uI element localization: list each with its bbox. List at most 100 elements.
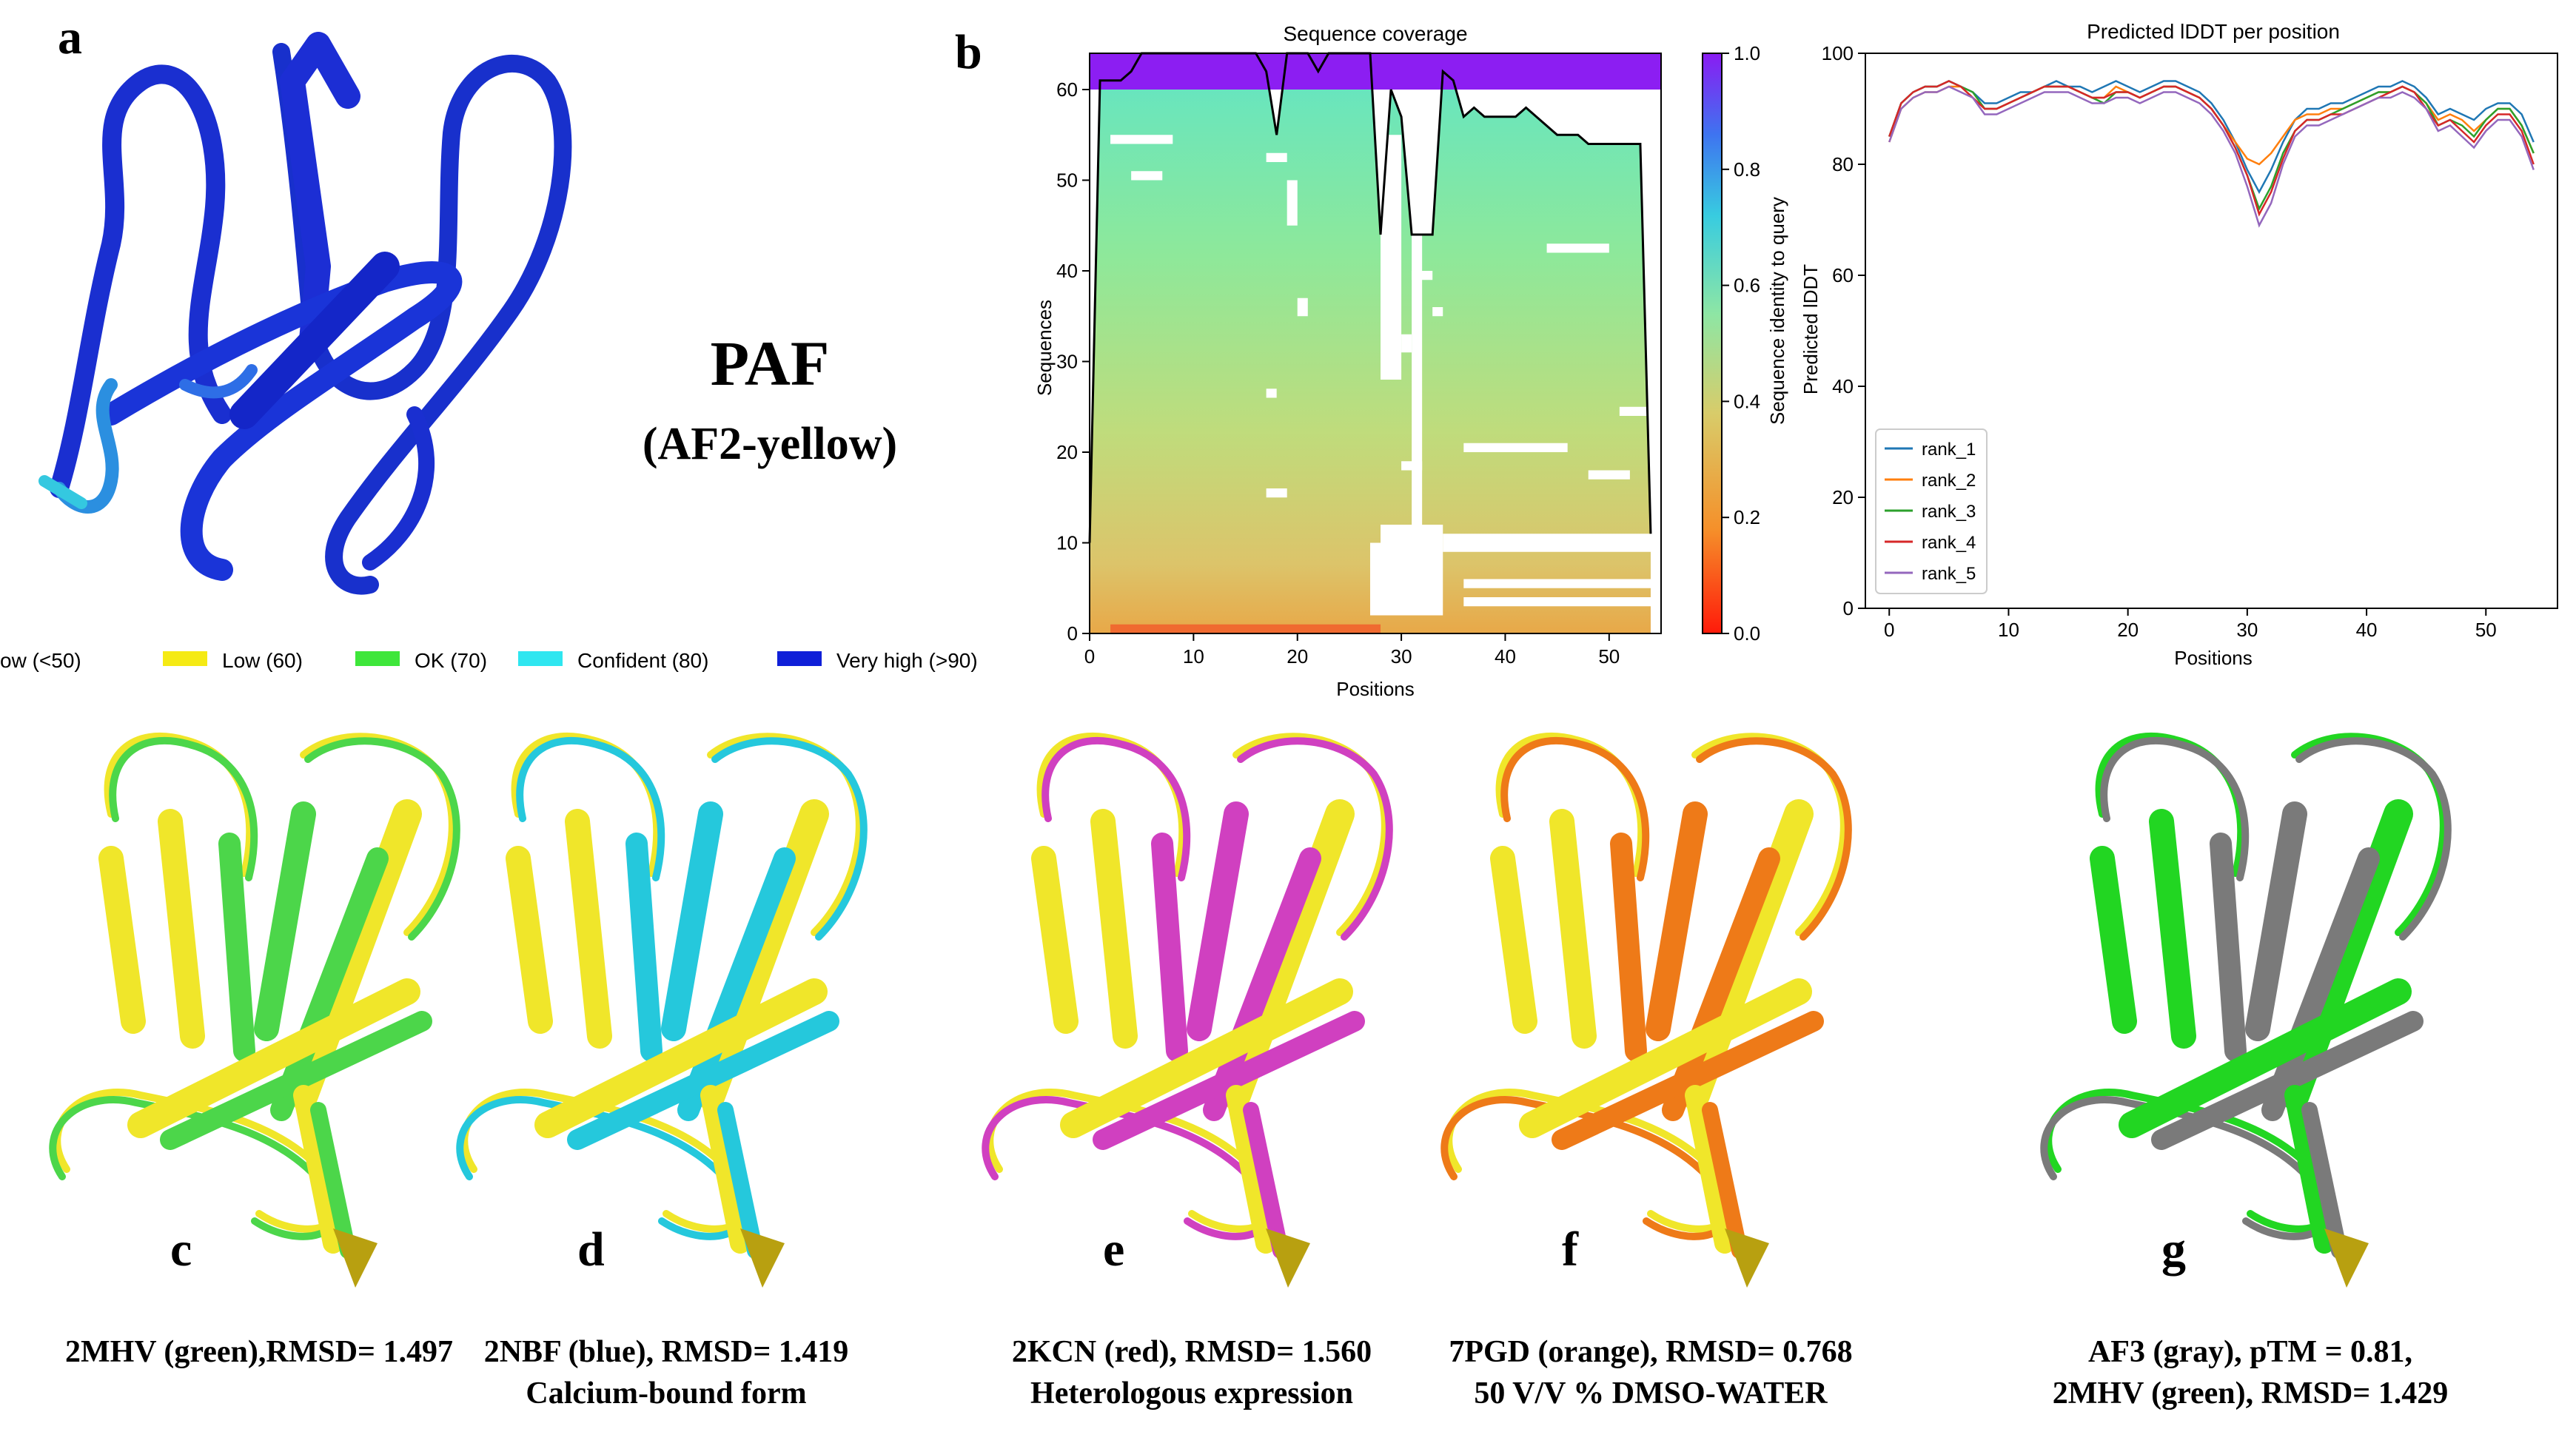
panel-letter-e: e: [1103, 1223, 1124, 1277]
coverage-title: Sequence coverage: [1283, 22, 1467, 45]
legend-label-2: OK (70): [415, 649, 487, 672]
panel-letter-a: a: [58, 10, 82, 64]
strand-2: [218, 833, 255, 1062]
strand-3: [1646, 801, 1708, 1041]
caption-line2-g: 2MHV (green), RMSD= 1.429: [2053, 1376, 2448, 1410]
colorbar-tick-label: 0.6: [1734, 275, 1760, 297]
lddt-legend-label-rank_4: rank_4: [1922, 533, 1976, 553]
strand-2: [1610, 833, 1647, 1062]
coverage-gap-17: [1297, 297, 1308, 317]
colorbar-tick-label: 0.0: [1734, 622, 1760, 645]
loop-overlay-2: [304, 737, 460, 941]
strand-5: [1203, 847, 1321, 1121]
strand-1: [2149, 809, 2196, 1049]
strand-7: [1552, 1011, 1824, 1150]
structure-ribbon-g: [2040, 733, 2452, 1288]
lddt-plot: 0 10 20 30 40 50 0 20 40 60 80 100 rank_1 rank_2 rank_…: [1822, 42, 2558, 641]
structure-e: e 2KCN (red), RMSD= 1.560 Heterologous exp…: [982, 733, 1393, 1410]
strand-7: [567, 1011, 839, 1150]
strand-8: [2284, 1085, 2335, 1254]
coverage-top-band: [1090, 53, 1661, 90]
coverage-ytick-label: 40: [1056, 260, 1078, 282]
strand-8: [293, 1085, 343, 1254]
colorbar-tick-label: 0.2: [1734, 506, 1760, 528]
strand-0: [98, 846, 146, 1034]
legend-swatch-1: [163, 651, 207, 666]
panel-letter-d: d: [577, 1223, 605, 1277]
coverage-xtick-label: 0: [1084, 645, 1095, 668]
plddt-legend: ow (<50) Low (60) OK (70) Confident (80) Ver…: [0, 649, 978, 672]
coverage-ytick-label: 50: [1056, 169, 1078, 192]
coverage-ytick-label: 30: [1056, 351, 1078, 373]
caption-line1-d: 2NBF (blue), RMSD= 1.419: [484, 1335, 849, 1369]
coverage-gap-12: [1443, 534, 1661, 552]
strand-6: [1060, 978, 1353, 1138]
coverage-gap-5: [1412, 135, 1423, 543]
strand-5: [1662, 847, 1780, 1121]
strand-0: [1031, 846, 1079, 1034]
panel-letter-c: c: [170, 1223, 192, 1277]
coverage-gap-1: [1131, 171, 1163, 181]
lddt-series-rank_2: [1888, 85, 2535, 166]
caption-line2-d: Calcium-bound form: [526, 1376, 806, 1410]
coverage-ylabel: Sequences: [1033, 300, 1056, 396]
structure-d: d 2NBF (blue), RMSD= 1.419 Calcium-bound f…: [456, 733, 868, 1410]
lddt-legend-box: [1875, 428, 1988, 594]
loop-overlay-2: [2295, 737, 2452, 941]
lddt-series-rank_5: [1888, 85, 2535, 228]
colorbar-label: Sequence identity to query: [1766, 197, 1788, 425]
legend-label-1: Low (60): [222, 649, 303, 672]
coverage-gap-3: [1287, 180, 1298, 226]
coverage-colorbar: 0.0 0.2 0.4 0.6 0.8 1.0: [1702, 42, 1760, 645]
strand-8: [700, 1085, 751, 1254]
strand-6: [127, 978, 420, 1138]
coverage-xtick-label: 50: [1598, 645, 1620, 668]
structure-c: c 2MHV (green),RMSD= 1.497: [49, 733, 460, 1369]
sequence-coverage-chart: Sequence coverage 0 10 20 30 40 50 0 10 20 30 40 50…: [1033, 22, 1788, 700]
strand-3: [1187, 801, 1249, 1041]
loop-overlay-2: [711, 737, 868, 941]
coverage-xlabel: Positions: [1336, 678, 1415, 700]
coverage-xtick-label: 10: [1183, 645, 1204, 668]
legend-swatch-2: [355, 651, 400, 666]
loop-overlay: [109, 737, 258, 881]
lddt-series-rank_4: [1888, 80, 2535, 217]
strand-0: [1490, 846, 1537, 1034]
strand-9: [1702, 1102, 1748, 1259]
lddt-xtick-label: 0: [1884, 619, 1894, 641]
coverage-gap-10: [1619, 406, 1661, 416]
lddt-ylabel: Predicted lDDT: [1799, 264, 1822, 394]
coverage-xtick-label: 40: [1495, 645, 1516, 668]
coverage-ytick-label: 10: [1056, 532, 1078, 554]
terminal-arrowhead: [333, 1228, 378, 1288]
lddt-xtick-label: 20: [2117, 619, 2139, 641]
strand-9: [2301, 1102, 2347, 1259]
coverage-query-row: [1110, 624, 1381, 633]
coverage-ytick-label: 60: [1056, 78, 1078, 101]
structure-ribbon-d: [456, 733, 868, 1288]
coverage-gap-9: [1588, 470, 1630, 480]
strand-2: [2210, 833, 2247, 1062]
loop-overlay: [2100, 737, 2250, 881]
lddt-xlabel: Positions: [2174, 647, 2253, 669]
lddt-chart: Predicted lDDT per position 0 10 20 30 40 500…: [1799, 20, 2558, 669]
strand-7: [2151, 1011, 2424, 1150]
lddt-xtick-label: 30: [2236, 619, 2258, 641]
legend-label-0: ow (<50): [0, 649, 81, 672]
coverage-frame: [1089, 53, 1662, 634]
caption-line1-g: AF3 (gray), pTM = 0.81,: [2088, 1335, 2412, 1369]
strand-5: [677, 847, 796, 1121]
coverage-xtick-label: 30: [1391, 645, 1412, 668]
coverage-gap-21: [1432, 307, 1443, 317]
coverage-gap-4: [1381, 135, 1402, 380]
strand-1: [1090, 809, 1138, 1049]
strand-5: [270, 847, 389, 1121]
coverage-gap-15: [1266, 389, 1277, 398]
protein-ribbon-a: [38, 32, 572, 595]
strand-1: [1549, 809, 1597, 1049]
strand-2: [625, 833, 663, 1062]
strand-3: [2245, 801, 2307, 1041]
strand-0: [2090, 846, 2137, 1034]
coverage-gap-11: [1381, 525, 1443, 616]
caption-line2-f: 50 V/V % DMSO-WATER: [1474, 1376, 1828, 1410]
